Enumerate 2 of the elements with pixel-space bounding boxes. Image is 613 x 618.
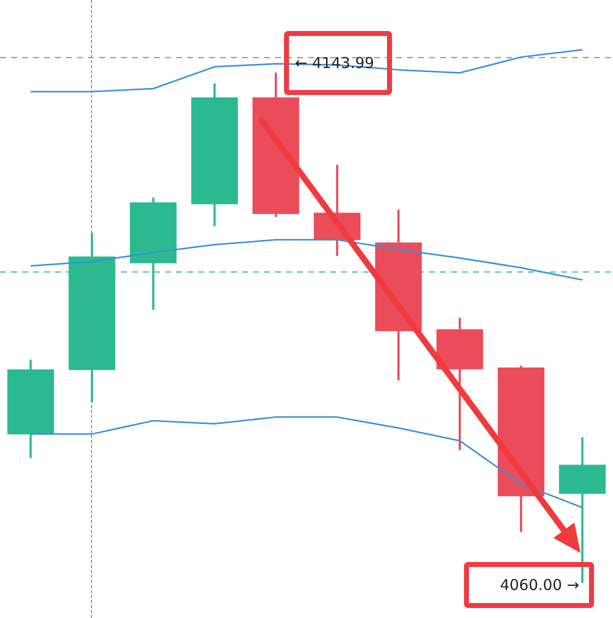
annotation: 4060.00 → [500,576,580,594]
callout-box: 4060.00 → [464,562,594,608]
